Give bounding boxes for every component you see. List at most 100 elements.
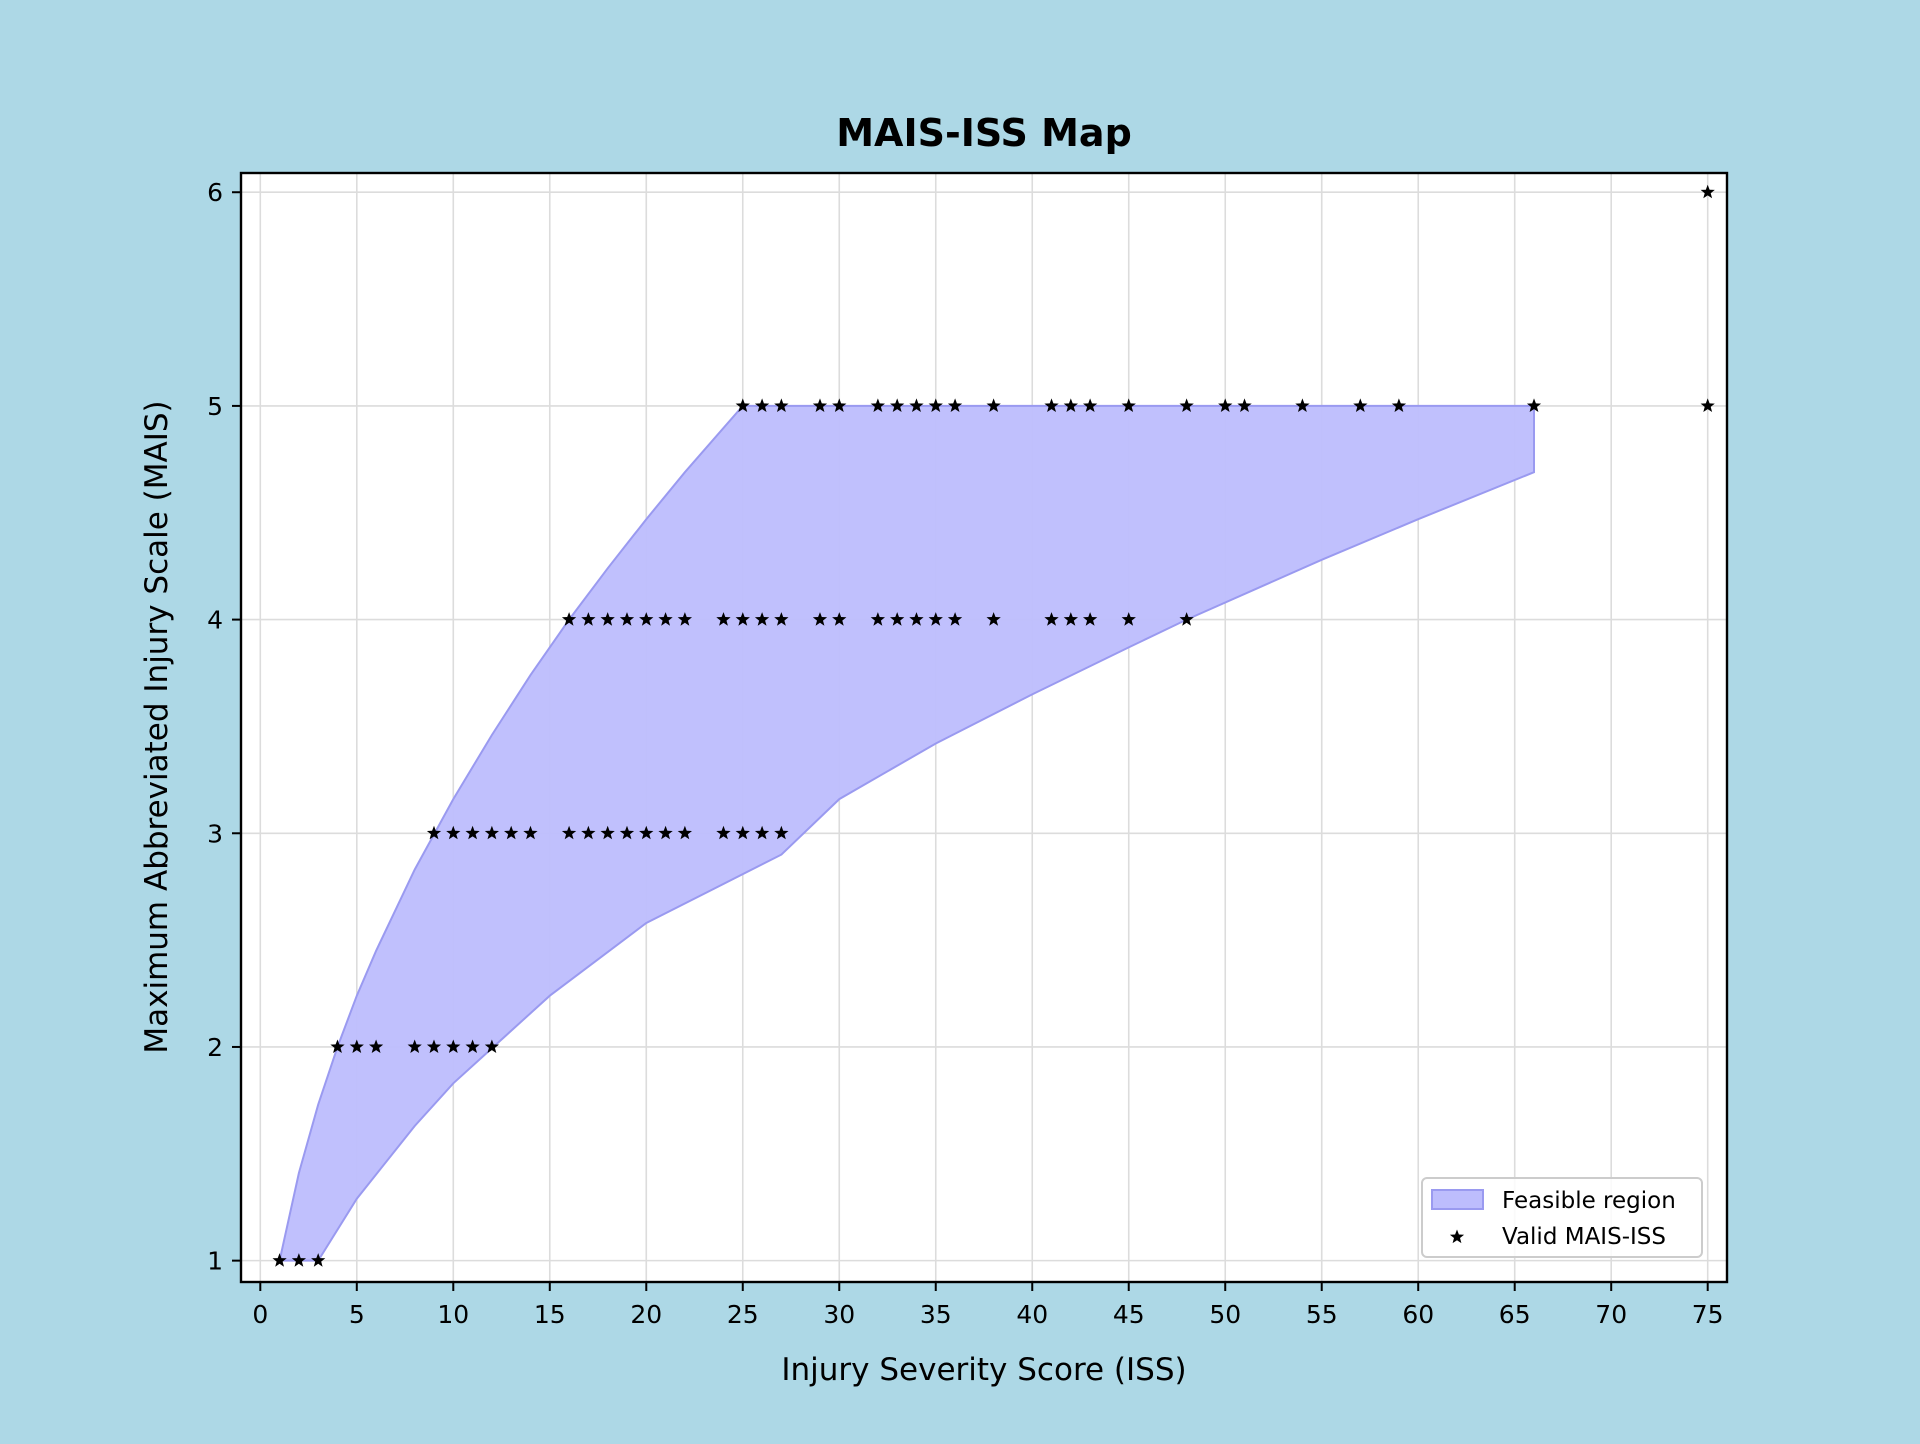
legend: Feasible region Valid MAIS-ISS bbox=[1421, 1177, 1703, 1258]
data-point-star bbox=[349, 1039, 364, 1053]
data-point-star bbox=[561, 612, 577, 626]
data-point-star bbox=[1700, 398, 1715, 412]
data-point-star bbox=[1063, 612, 1078, 626]
feasible-region-area bbox=[278, 404, 1535, 1262]
data-point-star bbox=[986, 398, 1001, 412]
data-point-star bbox=[1083, 612, 1098, 626]
data-point-star bbox=[947, 612, 963, 626]
feasible-region bbox=[278, 404, 1535, 1262]
x-tick-label: 75 bbox=[1692, 1300, 1724, 1329]
data-point-star bbox=[986, 612, 1001, 626]
data-point-star bbox=[1218, 398, 1233, 412]
data-point-star bbox=[658, 612, 673, 626]
y-tick-label: 4 bbox=[207, 606, 223, 635]
data-point-star bbox=[1044, 398, 1059, 412]
data-point-star bbox=[291, 1253, 306, 1267]
y-tick-label: 1 bbox=[207, 1247, 223, 1276]
data-point-star bbox=[735, 825, 750, 840]
data-point-star bbox=[1353, 398, 1368, 412]
data-point-star bbox=[1044, 612, 1059, 626]
data-point-star bbox=[870, 612, 885, 626]
legend-feasible-label: Feasible region bbox=[1502, 1188, 1676, 1214]
data-point-star bbox=[600, 612, 615, 626]
data-point-star bbox=[1083, 398, 1098, 412]
data-point-star bbox=[1237, 398, 1252, 412]
data-point-star bbox=[735, 398, 750, 412]
y-tick-label: 2 bbox=[207, 1033, 223, 1062]
data-point-star bbox=[407, 1039, 422, 1053]
x-tick-label: 15 bbox=[534, 1300, 566, 1329]
legend-box bbox=[1421, 1177, 1703, 1258]
data-point-star bbox=[832, 398, 847, 412]
data-point-star bbox=[1121, 612, 1136, 626]
data-point-star bbox=[484, 1039, 499, 1053]
x-tick-label: 50 bbox=[1209, 1300, 1241, 1329]
data-point-star bbox=[774, 612, 789, 626]
x-tick-label: 60 bbox=[1402, 1300, 1434, 1329]
x-tick-label: 40 bbox=[1016, 1300, 1048, 1329]
data-point-star bbox=[890, 612, 905, 626]
data-point-star bbox=[754, 825, 770, 840]
chart-title: MAIS-ISS Map bbox=[836, 111, 1132, 155]
data-point-star bbox=[1179, 398, 1194, 412]
x-tick-label: 25 bbox=[727, 1300, 759, 1329]
x-axis-ticks: 0 5 10 15 20 25 30 35 40 45 50 55 60 65 70 75 bbox=[252, 1282, 1724, 1329]
data-point-star bbox=[504, 825, 519, 840]
data-point-star bbox=[1391, 398, 1407, 412]
legend-valid-label: Valid MAIS-ISS bbox=[1502, 1224, 1666, 1250]
data-point-star bbox=[1526, 398, 1542, 412]
data-point-star bbox=[774, 398, 789, 412]
data-point-star bbox=[330, 1039, 345, 1053]
x-tick-label: 35 bbox=[920, 1300, 952, 1329]
data-point-star bbox=[465, 1039, 480, 1053]
data-point-star bbox=[716, 612, 731, 626]
data-point-star bbox=[909, 612, 924, 626]
y-axis-label: Maximum Abbreviated Injury Scale (MAIS) bbox=[139, 400, 175, 1053]
data-point-star bbox=[581, 612, 596, 626]
data-point-star bbox=[677, 825, 692, 840]
data-point-star bbox=[947, 398, 963, 412]
y-tick-label: 3 bbox=[207, 819, 223, 848]
data-point-star bbox=[426, 1039, 442, 1053]
legend-star-icon bbox=[1449, 1229, 1465, 1244]
data-point-star bbox=[832, 612, 847, 626]
data-point-star bbox=[677, 612, 692, 626]
data-point-star bbox=[1121, 398, 1136, 412]
valid-mais-iss-series bbox=[272, 184, 1715, 1267]
data-point-star bbox=[812, 612, 828, 626]
plot-background bbox=[241, 173, 1727, 1282]
data-point-star bbox=[774, 825, 789, 840]
x-tick-label: 65 bbox=[1499, 1300, 1531, 1329]
data-point-star bbox=[600, 825, 615, 840]
data-point-star bbox=[716, 825, 731, 840]
data-point-star bbox=[523, 825, 538, 840]
data-point-star bbox=[446, 825, 461, 840]
data-point-star bbox=[1063, 398, 1078, 412]
x-axis-label: Injury Severity Score (ISS) bbox=[781, 1352, 1186, 1388]
data-point-star bbox=[561, 825, 577, 840]
data-point-star bbox=[754, 398, 770, 412]
data-point-star bbox=[581, 825, 596, 840]
grid bbox=[241, 173, 1727, 1282]
data-point-star bbox=[658, 825, 673, 840]
data-point-star bbox=[619, 825, 635, 840]
data-point-star bbox=[928, 398, 943, 412]
data-point-star bbox=[465, 825, 480, 840]
data-point-star bbox=[639, 825, 654, 840]
x-tick-label: 20 bbox=[630, 1300, 662, 1329]
data-point-star bbox=[812, 398, 828, 412]
data-point-star bbox=[272, 1253, 287, 1267]
x-tick-label: 55 bbox=[1306, 1300, 1338, 1329]
x-tick-label: 30 bbox=[823, 1300, 855, 1329]
y-tick-label: 5 bbox=[207, 392, 223, 421]
x-tick-label: 0 bbox=[252, 1300, 268, 1329]
data-point-star bbox=[754, 612, 770, 626]
data-point-star bbox=[639, 612, 654, 626]
data-point-star bbox=[619, 612, 635, 626]
data-point-star bbox=[1295, 398, 1310, 412]
plot-frame bbox=[239, 171, 1729, 1284]
x-tick-label: 45 bbox=[1113, 1300, 1145, 1329]
data-point-star bbox=[870, 398, 885, 412]
